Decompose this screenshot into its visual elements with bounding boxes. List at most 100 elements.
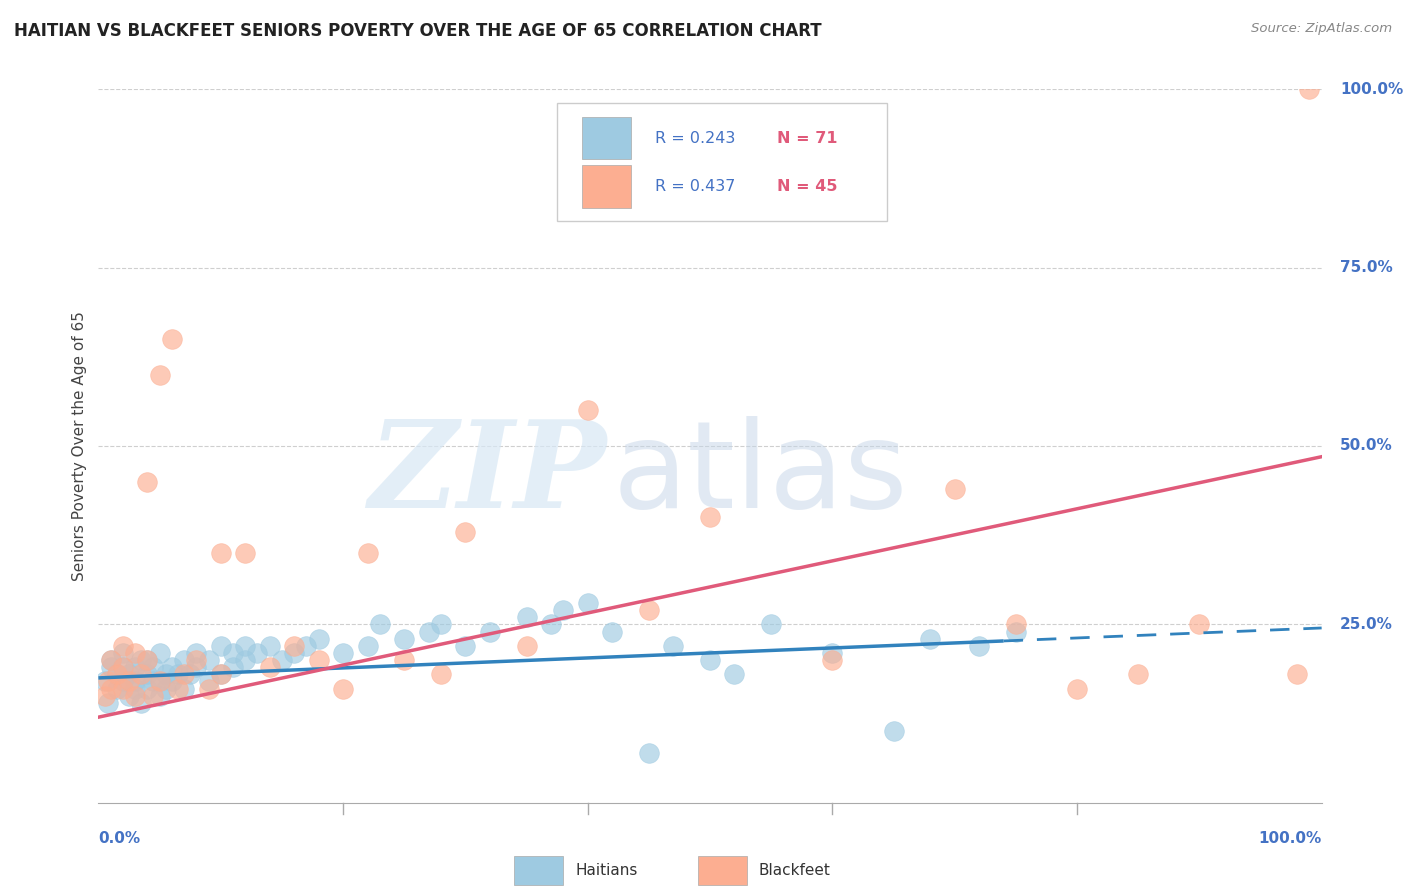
Text: N = 45: N = 45	[778, 179, 838, 194]
Text: ZIP: ZIP	[368, 416, 606, 533]
Point	[332, 646, 354, 660]
Point	[136, 475, 159, 489]
Point	[209, 667, 232, 681]
Point	[111, 660, 134, 674]
FancyBboxPatch shape	[697, 856, 747, 885]
Point	[197, 653, 219, 667]
Point	[173, 681, 195, 696]
Point	[233, 639, 256, 653]
Point	[186, 646, 208, 660]
Point	[699, 653, 721, 667]
Point	[167, 681, 190, 696]
Point	[699, 510, 721, 524]
Point	[149, 689, 172, 703]
Point	[392, 632, 416, 646]
Point	[418, 624, 440, 639]
Point	[111, 646, 134, 660]
Text: 0.0%: 0.0%	[98, 831, 141, 847]
FancyBboxPatch shape	[557, 103, 887, 221]
Point	[129, 667, 152, 681]
Point	[93, 674, 115, 689]
Point	[662, 639, 685, 653]
Point	[1188, 617, 1211, 632]
Point	[943, 482, 966, 496]
Text: Source: ZipAtlas.com: Source: ZipAtlas.com	[1251, 22, 1392, 36]
Point	[553, 603, 575, 617]
Point	[283, 646, 305, 660]
Point	[97, 674, 120, 689]
Point	[105, 681, 128, 696]
Point	[454, 639, 477, 653]
Y-axis label: Seniors Poverty Over the Age of 65: Seniors Poverty Over the Age of 65	[72, 311, 87, 581]
Point	[149, 646, 172, 660]
Point	[967, 639, 990, 653]
Point	[93, 689, 115, 703]
Text: Haitians: Haitians	[575, 863, 638, 878]
Point	[124, 660, 146, 674]
Point	[478, 624, 501, 639]
FancyBboxPatch shape	[515, 856, 564, 885]
Point	[576, 403, 599, 417]
Text: 100.0%: 100.0%	[1258, 831, 1322, 847]
Point	[149, 674, 172, 689]
Point	[430, 617, 453, 632]
Point	[111, 681, 134, 696]
Point	[920, 632, 942, 646]
Point	[136, 667, 159, 681]
Point	[308, 653, 330, 667]
Point	[600, 624, 623, 639]
Point	[186, 653, 208, 667]
Point	[295, 639, 318, 653]
Point	[1286, 667, 1309, 681]
Text: 100.0%: 100.0%	[1340, 82, 1403, 96]
Point	[111, 660, 134, 674]
Point	[105, 667, 128, 681]
Point	[197, 674, 219, 689]
Point	[173, 667, 195, 681]
Point	[356, 639, 378, 653]
Point	[1004, 624, 1026, 639]
Point	[100, 653, 122, 667]
Point	[136, 653, 159, 667]
Point	[821, 646, 844, 660]
Point	[124, 681, 146, 696]
Point	[179, 667, 201, 681]
Point	[111, 639, 134, 653]
Point	[540, 617, 562, 632]
Point	[308, 632, 330, 646]
Point	[155, 667, 177, 681]
Point	[155, 681, 177, 696]
Point	[222, 646, 245, 660]
Point	[515, 639, 537, 653]
Point	[233, 546, 256, 560]
Point	[1004, 617, 1026, 632]
Point	[167, 667, 190, 681]
Point	[186, 660, 208, 674]
Text: R = 0.437: R = 0.437	[655, 179, 735, 194]
Point	[1066, 681, 1088, 696]
Point	[160, 660, 183, 674]
Point	[209, 546, 232, 560]
Text: atlas: atlas	[612, 416, 908, 533]
Point	[149, 368, 172, 382]
Point	[821, 653, 844, 667]
Point	[270, 653, 294, 667]
Text: Blackfeet: Blackfeet	[759, 863, 831, 878]
Point	[118, 689, 141, 703]
Point	[283, 639, 305, 653]
Text: N = 71: N = 71	[778, 130, 838, 145]
Point	[637, 746, 661, 760]
Point	[160, 332, 183, 346]
Point	[129, 696, 152, 710]
Point	[246, 646, 269, 660]
Point	[197, 681, 219, 696]
Point	[332, 681, 354, 696]
FancyBboxPatch shape	[582, 117, 630, 160]
Point	[124, 646, 146, 660]
Point	[576, 596, 599, 610]
Point	[136, 681, 159, 696]
Point	[173, 653, 195, 667]
Point	[124, 689, 146, 703]
FancyBboxPatch shape	[582, 165, 630, 208]
Point	[430, 667, 453, 681]
